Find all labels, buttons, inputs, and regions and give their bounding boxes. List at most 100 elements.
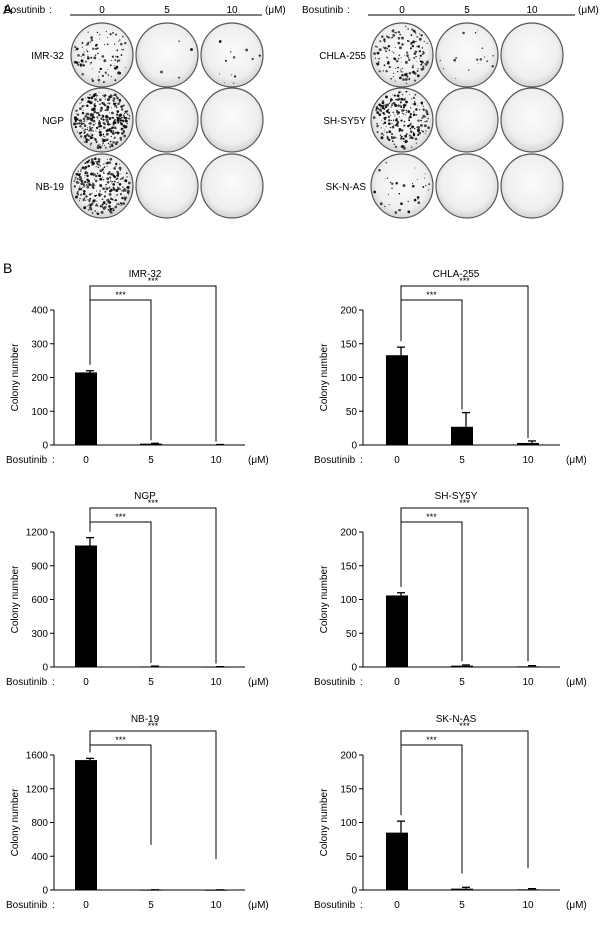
colony-dot [412, 134, 416, 137]
colony-dot [119, 39, 121, 41]
colony-dot [95, 194, 98, 197]
colony-dot [96, 172, 99, 175]
colony-dot [403, 120, 406, 123]
y-tick-label-600: 600 [31, 595, 48, 606]
colony-dot [400, 202, 403, 205]
colony-dot [113, 167, 116, 170]
colony-dot [106, 43, 109, 46]
colony-dot [388, 119, 391, 122]
colony-dot [103, 196, 106, 198]
colony-dot [477, 30, 479, 32]
colony-dot [412, 113, 416, 117]
colony-dot [376, 125, 379, 128]
colony-dot [387, 115, 391, 119]
colony-dot [112, 99, 114, 101]
colony-dot [91, 108, 95, 111]
colony-dot [85, 44, 87, 46]
colony-dot [420, 123, 423, 127]
colony-dot [109, 176, 112, 179]
colony-plate-NGP-0 [70, 87, 134, 153]
colony-dot [102, 102, 106, 105]
colony-dot [107, 172, 110, 175]
colony-dot [101, 128, 103, 130]
colony-dot [116, 177, 119, 180]
colony-dot [86, 160, 89, 164]
colony-dot [390, 37, 392, 39]
x-axis-separator: : [360, 455, 363, 466]
colony-dot [84, 128, 87, 131]
colony-dot [383, 104, 385, 106]
colony-dot [394, 124, 398, 127]
colony-dot [99, 67, 103, 71]
colony-dot [114, 59, 117, 62]
colony-dot [115, 189, 119, 192]
colony-dot [407, 57, 410, 59]
colony-dot [94, 173, 96, 175]
colony-dot [94, 210, 97, 212]
colony-dot [395, 118, 398, 122]
colony-dot [97, 100, 99, 103]
colony-dot [416, 36, 419, 38]
colony-dot [486, 60, 488, 63]
colony-dot [110, 59, 112, 61]
colony-dot [119, 138, 123, 141]
x-tick-label-5: 5 [148, 677, 154, 688]
bar-0 [386, 595, 408, 667]
y-tick-label-900: 900 [31, 561, 48, 572]
colony-dot [113, 120, 116, 123]
colony-dot [373, 52, 376, 55]
colony-plate-SK-N-AS-5 [435, 153, 499, 219]
colony-dot [94, 194, 97, 197]
colony-plate-IMR-32-5 [135, 22, 199, 88]
colony-dot [100, 118, 102, 121]
colony-dot [427, 117, 430, 120]
colony-dot [120, 117, 122, 119]
colony-dot [116, 174, 120, 177]
y-axis-title: Colony number [319, 788, 330, 856]
colony-dot [384, 205, 386, 208]
x-axis-unit: (μM) [248, 455, 269, 466]
colony-dot [378, 48, 382, 52]
colony-dot [420, 63, 423, 66]
y-tick-label-0: 0 [42, 886, 48, 897]
colony-dot [107, 74, 110, 76]
colony-dot [423, 177, 425, 179]
colony-dot [399, 76, 402, 80]
colony-dot [406, 51, 409, 54]
colony-dot [119, 188, 122, 190]
colony-dot [427, 126, 430, 130]
y-tick-label-0: 0 [42, 441, 48, 452]
colony-dot [99, 205, 102, 208]
colony-dot [380, 104, 383, 107]
colony-dot [106, 177, 110, 181]
colony-dot [106, 128, 110, 132]
colony-dot [416, 128, 420, 132]
colony-dot [113, 125, 115, 127]
colony-dot [403, 103, 406, 107]
colony-dot [405, 133, 408, 135]
colony-dot [474, 32, 477, 34]
significance-bracket-10 [89, 730, 217, 860]
colony-dot [119, 178, 122, 180]
colony-dot [122, 48, 124, 51]
colony-dot [491, 65, 494, 68]
colony-dot [391, 140, 394, 143]
colony-dot [89, 203, 92, 207]
colony-dot [76, 122, 79, 125]
colony-dot [388, 49, 391, 51]
colony-dot [425, 63, 428, 67]
significance-stars-10: *** [148, 721, 159, 731]
colony-dot [388, 138, 391, 142]
dose-unit-1: (μM) [265, 5, 286, 16]
colony-dot [115, 178, 118, 181]
x-axis-separator: : [360, 677, 363, 688]
colony-dot [391, 125, 395, 129]
colony-dot [398, 54, 401, 57]
colony-dot [116, 110, 120, 113]
colony-dot [392, 111, 395, 114]
colony-dot [104, 119, 106, 121]
y-tick-label-50: 50 [346, 407, 358, 418]
colony-dot [79, 197, 81, 200]
colony-dot [89, 122, 92, 125]
